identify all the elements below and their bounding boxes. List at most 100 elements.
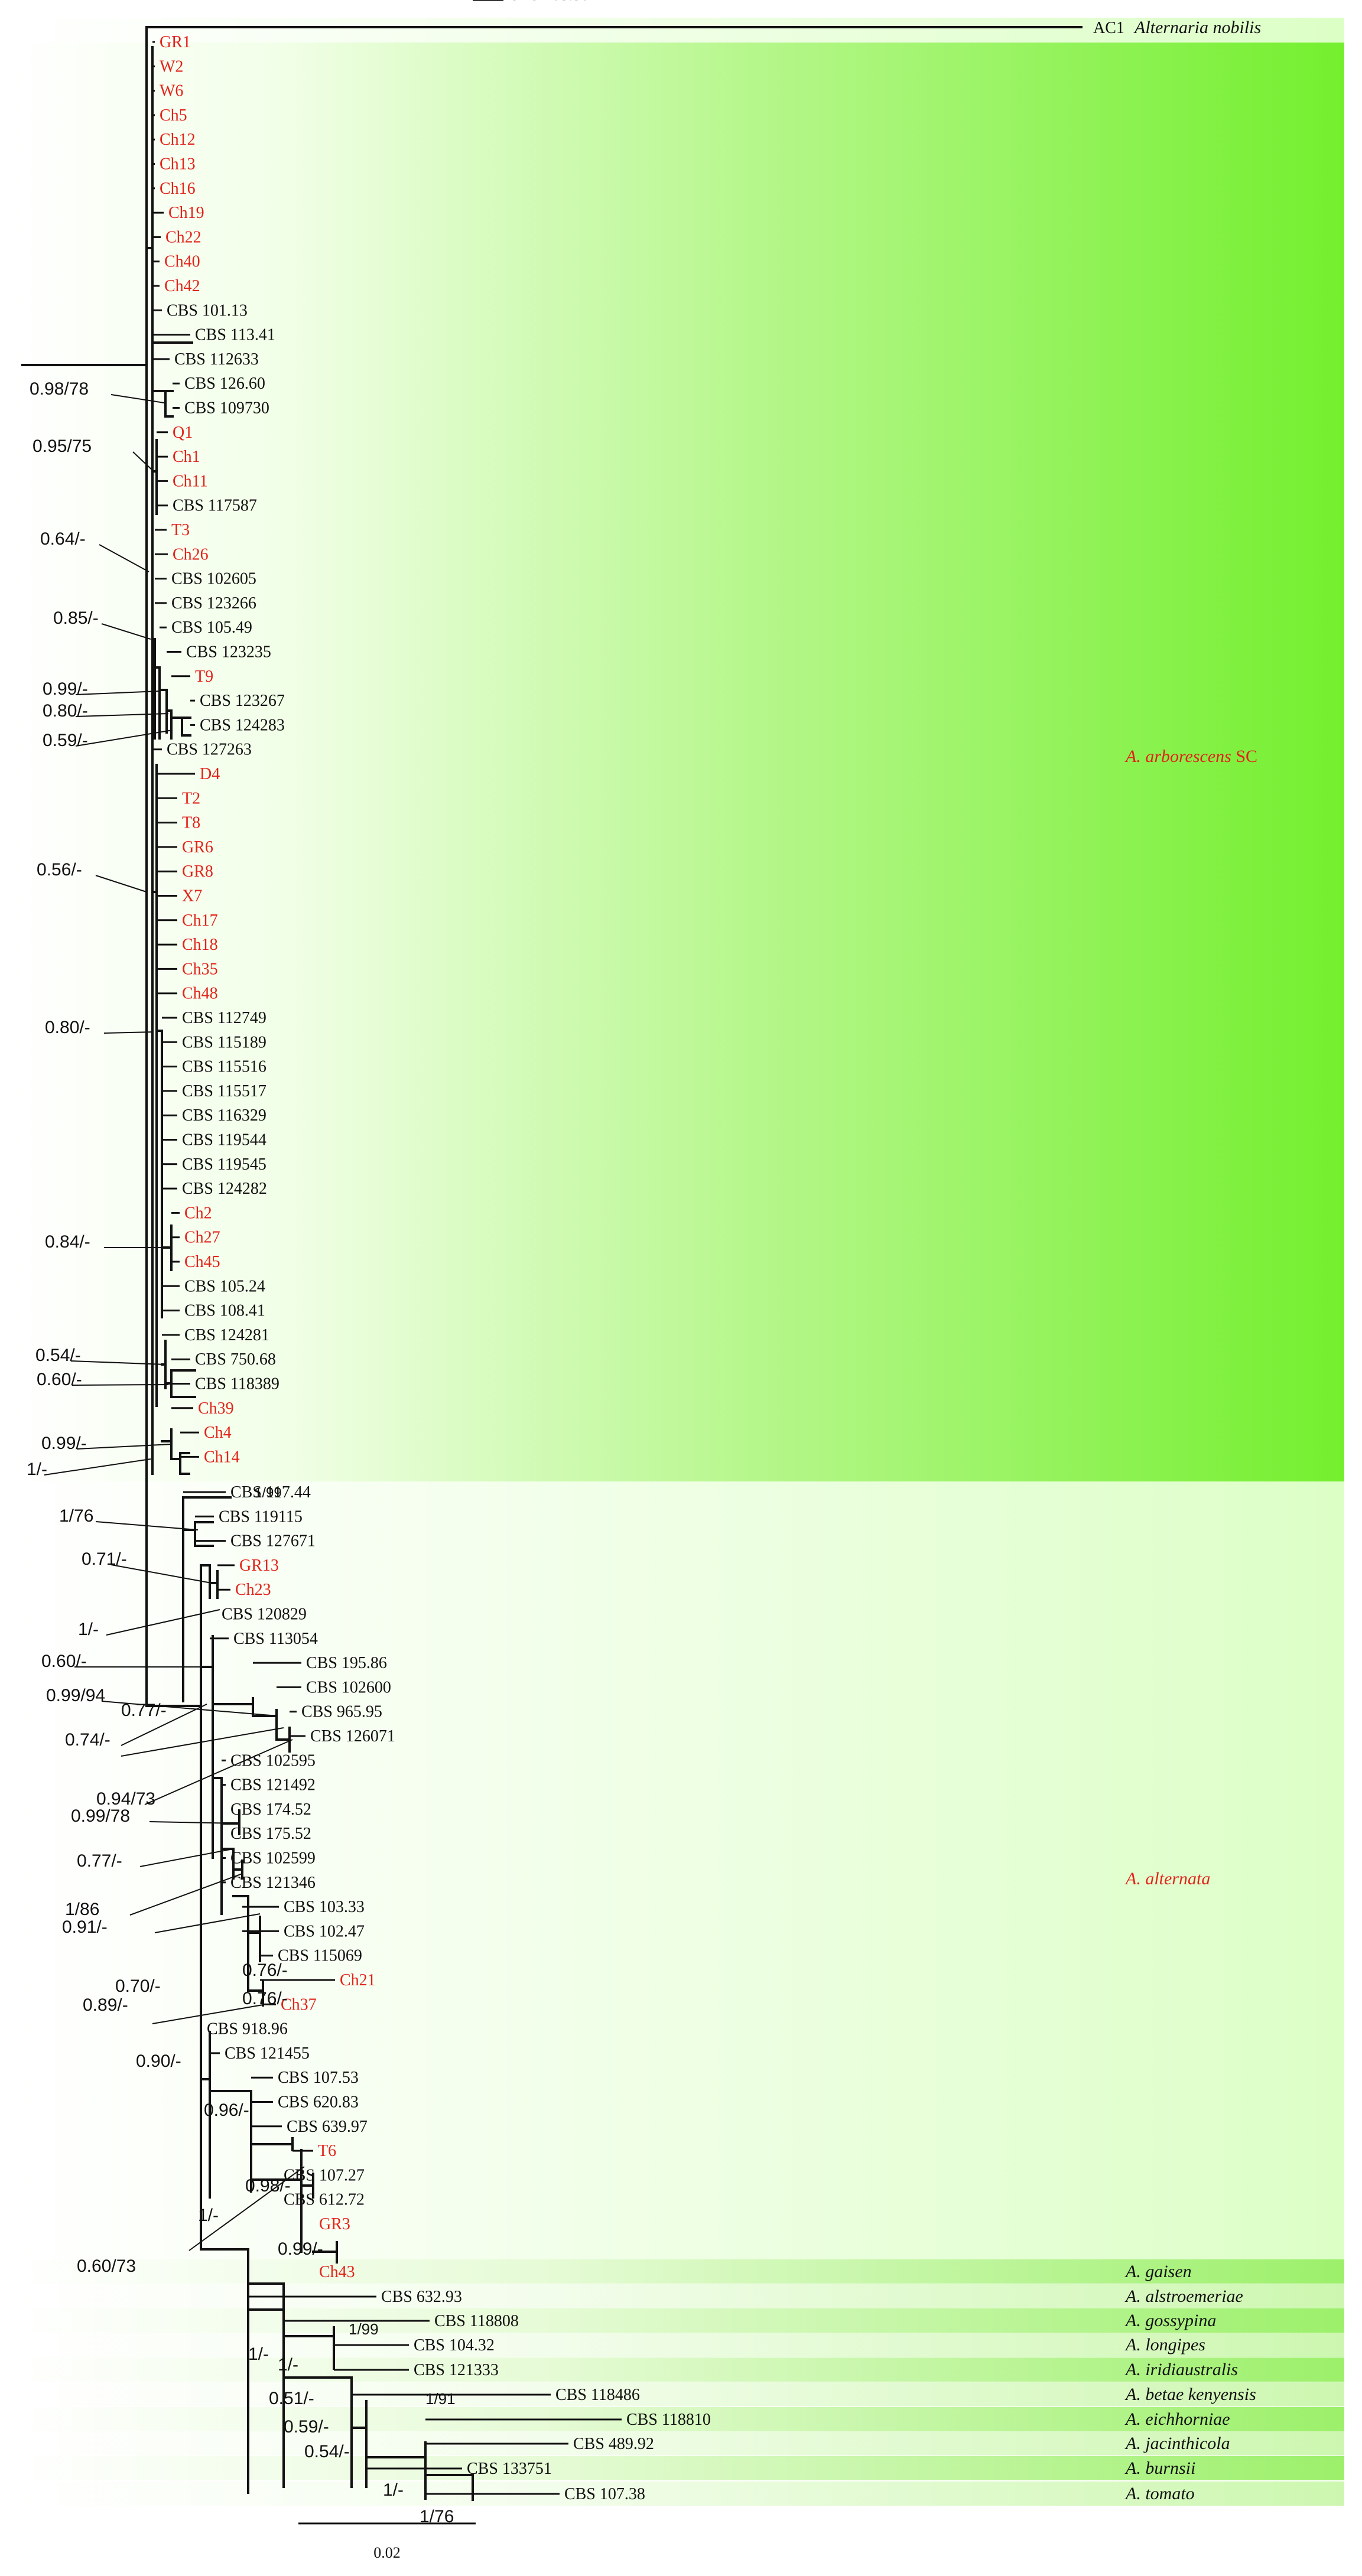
support-value: 0.90/- (136, 2051, 181, 2071)
tip-label: Ch2 (184, 1204, 212, 1222)
tip-label: CBS 117.44 (230, 1483, 311, 1502)
tip-label: CBS 105.49 (171, 618, 252, 637)
clade-name: A. eichhorniae (1124, 2409, 1230, 2429)
tip-label: CBS 107.53 (278, 2069, 359, 2087)
tip-label: CBS 102599 (230, 1849, 316, 1868)
clade-label: A. gaisen (1124, 2262, 1192, 2281)
tip-label: GR6 (182, 838, 213, 857)
clade-name: A. gossypina (1124, 2311, 1216, 2330)
tip-label: CBS 115189 (182, 1033, 266, 1051)
species-band (12, 2308, 1344, 2333)
tip-label: D4 (200, 765, 220, 783)
tip-label: Q1 (173, 424, 193, 442)
support-leader (99, 544, 149, 572)
tip-label: CBS 126.60 (184, 374, 265, 393)
tip-label: W2 (160, 57, 183, 76)
tip-label: Ch11 (173, 472, 208, 490)
tip-label: CBS 123235 (186, 643, 271, 662)
support-leader (144, 1739, 293, 1805)
support-leader (121, 1727, 284, 1757)
tip-label: Ch16 (160, 180, 196, 198)
tip-label: CBS 102605 (171, 570, 256, 588)
tip-label: CBS 123266 (171, 594, 256, 613)
tip-label: CBS 101.13 (167, 301, 248, 320)
outgroup-code: AC1 (1093, 19, 1124, 37)
tip-label: Ch43 (319, 2263, 355, 2281)
support-leader (139, 1848, 234, 1867)
tip-label: CBS 118486 (555, 2386, 640, 2404)
support-value: 0.56/- (37, 860, 82, 880)
tip-label: CBS 116329 (182, 1106, 266, 1125)
tip-branches (152, 0, 622, 2495)
tip-label: CBS 123267 (200, 692, 285, 710)
support-value: 1/- (248, 2344, 269, 2364)
tip-label: Ch19 (168, 204, 204, 222)
tip-label: Ch22 (165, 228, 201, 246)
support-value: 1/76 (59, 1506, 93, 1526)
tip-label: CBS 113054 (233, 1630, 318, 1648)
support-leader (76, 1444, 172, 1450)
tip-label: CBS 620.83 (278, 2093, 359, 2112)
tip-label: CBS 107.38 (564, 2485, 645, 2503)
tip-label: CBS 121333 (414, 2361, 499, 2379)
tip-label: CBS 119545 (182, 1155, 266, 1174)
support-value: 0.98/- (245, 2176, 291, 2196)
support-value: 0.98/78 (30, 379, 89, 399)
support-value: 0.54/- (304, 2442, 350, 2461)
tip-label: Ch39 (198, 1399, 234, 1418)
tip-label: CBS 121492 (230, 1776, 316, 1795)
tip-label: CBS 112633 (174, 350, 259, 369)
tip-label: Ch45 (184, 1253, 220, 1271)
support-leader (44, 1458, 151, 1476)
tip-label: Ch5 (160, 106, 187, 125)
tip-label: CBS 103.30 (508, 0, 589, 4)
support-value: 0.74/- (65, 1730, 110, 1750)
tip-label: CBS 126071 (310, 1727, 395, 1745)
clade-name: A. alstroemeriae (1124, 2287, 1243, 2306)
support-value: 0.99/- (278, 2239, 323, 2259)
clade-label: A. iridiaustralis (1124, 2360, 1238, 2379)
clade-labels: A. arborescens SC A. alternata A. gaisen A.… (1124, 747, 1257, 2503)
support-leader (132, 451, 154, 472)
tip-label: CBS 115069 (278, 1947, 362, 1965)
support-value: 0.60/- (41, 1652, 87, 1671)
tip-label: CBS 104.32 (414, 2336, 495, 2354)
support-value: 0.89/- (83, 1995, 128, 2015)
clade-name: A. arborescens (1124, 747, 1231, 766)
tip-label: CBS 632.93 (381, 2288, 462, 2306)
tip-label: CBS 118808 (434, 2312, 519, 2330)
support-leader (103, 1031, 153, 1034)
species-bands (12, 2259, 1344, 2506)
tip-label: CBS 102.47 (284, 1922, 365, 1940)
tip-label: CBS 119544 (182, 1131, 266, 1149)
support-value: 0.60/73 (77, 2256, 136, 2276)
outgroup-species: Alternaria nobilis (1133, 18, 1261, 37)
tip-label: CBS 612.72 (284, 2191, 365, 2209)
support-value: 1/- (27, 1460, 47, 1479)
clade-name: A. iridiaustralis (1124, 2360, 1238, 2379)
tip-label: GR3 (319, 2215, 350, 2233)
tip-label: CBS 117587 (173, 497, 257, 515)
tip-label: Ch21 (340, 1971, 376, 1989)
tip-label: CBS 115517 (182, 1082, 266, 1100)
tip-label: GR13 (239, 1556, 279, 1575)
tip-label: T3 (171, 521, 190, 539)
tip-label: Ch12 (160, 131, 196, 149)
tip-label: CBS 124281 (184, 1326, 269, 1344)
tip-label: Ch13 (160, 155, 196, 174)
tip-label: CBS 115516 (182, 1058, 266, 1076)
tip-label: CBS 109730 (184, 399, 269, 418)
clade-name: A. alternata (1124, 1869, 1210, 1888)
tip-label: Ch26 (173, 545, 209, 564)
support-leader (129, 1873, 243, 1916)
support-value: 0.95/75 (32, 437, 92, 456)
outgroup-band (12, 18, 1344, 43)
species-band (12, 2259, 1344, 2284)
scale-bar-label: 0.02 (373, 2544, 401, 2561)
support-value: 0.54/- (35, 1346, 81, 1365)
support-leader (70, 1360, 166, 1365)
support-leader (152, 2004, 264, 2024)
tip-label: CBS 121455 (225, 2044, 310, 2063)
tip-label: CBS 127671 (230, 1532, 316, 1551)
tip-label: Ch35 (182, 960, 218, 978)
